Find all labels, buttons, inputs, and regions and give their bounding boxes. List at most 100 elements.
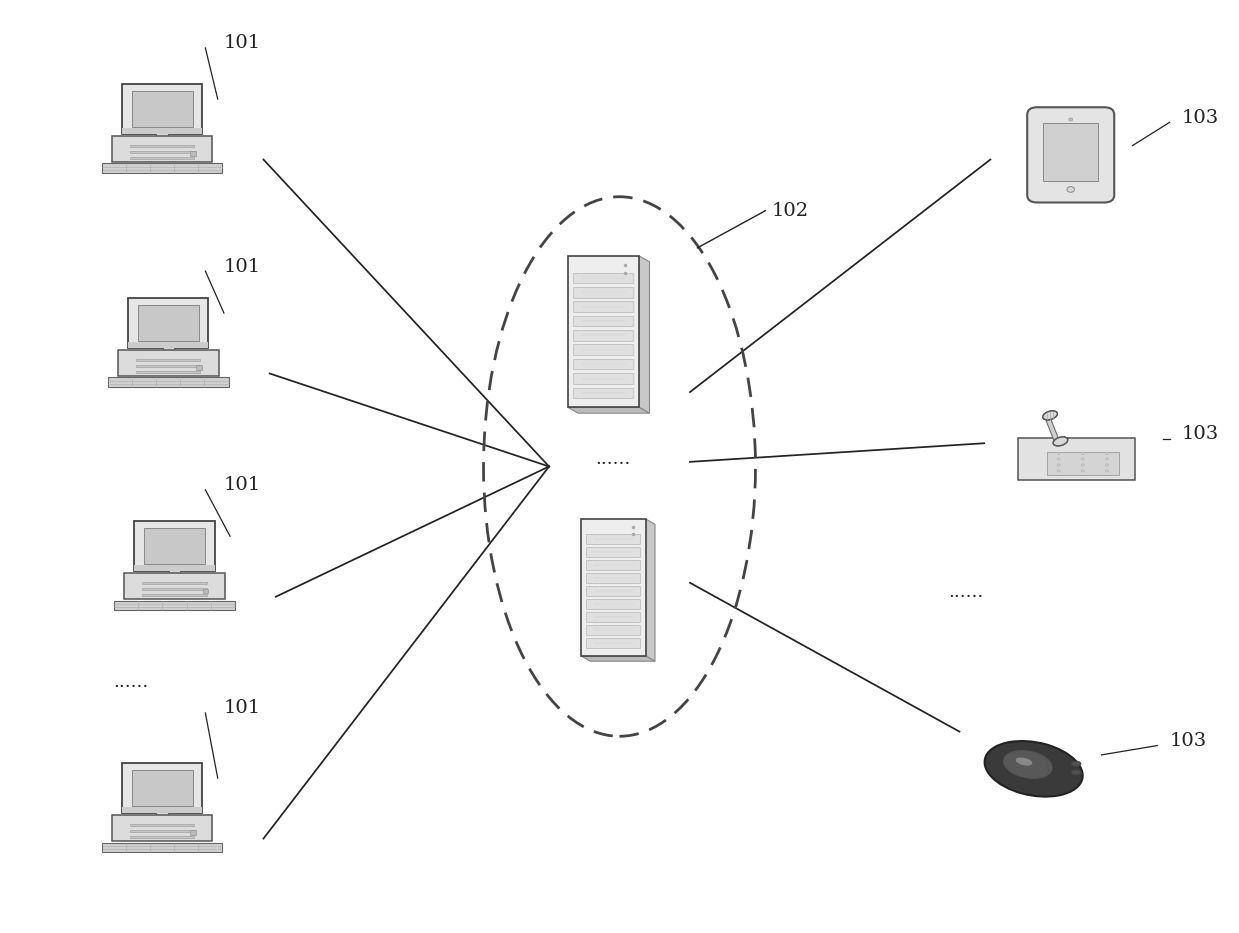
Bar bbox=[586, 612, 641, 621]
Bar bbox=[118, 350, 218, 376]
Circle shape bbox=[1057, 452, 1061, 454]
Ellipse shape bbox=[1016, 758, 1032, 766]
Bar bbox=[574, 272, 633, 284]
Polygon shape bbox=[581, 656, 655, 661]
Bar bbox=[169, 570, 180, 574]
Circle shape bbox=[1067, 187, 1074, 192]
Bar bbox=[138, 305, 198, 341]
Bar bbox=[156, 812, 167, 815]
Ellipse shape bbox=[1004, 751, 1052, 778]
Text: 102: 102 bbox=[772, 202, 809, 219]
Bar bbox=[586, 625, 641, 634]
Text: ......: ...... bbox=[948, 583, 984, 601]
Polygon shape bbox=[646, 519, 655, 661]
Bar bbox=[130, 830, 195, 832]
Bar bbox=[574, 373, 633, 383]
Bar bbox=[586, 638, 641, 648]
Bar bbox=[574, 301, 633, 312]
Text: 103: 103 bbox=[1182, 425, 1219, 443]
Bar bbox=[581, 519, 646, 656]
Circle shape bbox=[1105, 458, 1109, 460]
Bar bbox=[121, 763, 202, 813]
Circle shape bbox=[1105, 469, 1109, 472]
Bar bbox=[121, 84, 202, 133]
Bar bbox=[586, 573, 641, 582]
Bar bbox=[130, 836, 195, 839]
Circle shape bbox=[1057, 469, 1061, 472]
Bar bbox=[134, 522, 214, 571]
FancyBboxPatch shape bbox=[1027, 107, 1114, 202]
Bar bbox=[574, 359, 633, 369]
Bar bbox=[131, 771, 192, 806]
Bar bbox=[124, 574, 224, 599]
Bar bbox=[574, 344, 633, 355]
Ellipse shape bbox=[1043, 411, 1057, 420]
Bar bbox=[128, 299, 208, 348]
Bar bbox=[102, 163, 222, 174]
Bar bbox=[114, 601, 234, 610]
Bar bbox=[136, 359, 201, 361]
Bar bbox=[144, 528, 204, 564]
Bar bbox=[586, 586, 641, 595]
Circle shape bbox=[1082, 469, 1084, 472]
Text: 101: 101 bbox=[224, 35, 261, 52]
Bar bbox=[586, 547, 641, 557]
Circle shape bbox=[1105, 452, 1109, 454]
Text: 101: 101 bbox=[224, 700, 261, 717]
Polygon shape bbox=[567, 408, 649, 413]
Bar bbox=[142, 594, 207, 596]
Ellipse shape bbox=[1043, 411, 1057, 420]
Bar bbox=[162, 346, 173, 350]
Circle shape bbox=[1082, 452, 1084, 454]
Bar bbox=[574, 330, 633, 341]
Ellipse shape bbox=[1053, 437, 1068, 446]
Bar bbox=[130, 151, 195, 153]
Bar bbox=[134, 565, 214, 571]
Bar bbox=[197, 366, 202, 369]
Text: ......: ...... bbox=[114, 674, 149, 691]
Ellipse shape bbox=[1072, 761, 1080, 766]
Circle shape bbox=[1057, 458, 1061, 460]
Text: 103: 103 bbox=[1182, 108, 1219, 127]
Bar bbox=[136, 365, 201, 368]
Bar bbox=[1047, 452, 1119, 475]
Bar bbox=[1018, 439, 1135, 480]
Ellipse shape bbox=[1053, 437, 1068, 446]
Bar bbox=[130, 145, 195, 147]
Bar bbox=[131, 91, 192, 127]
Bar bbox=[121, 128, 202, 133]
Bar bbox=[128, 341, 208, 348]
Bar bbox=[1043, 123, 1098, 181]
Circle shape bbox=[1069, 118, 1073, 121]
Bar bbox=[112, 136, 212, 161]
Bar bbox=[203, 589, 208, 592]
Circle shape bbox=[1105, 464, 1109, 466]
Polygon shape bbox=[639, 256, 649, 413]
Ellipse shape bbox=[985, 741, 1083, 797]
Bar bbox=[574, 387, 633, 398]
Circle shape bbox=[1082, 464, 1084, 466]
Bar bbox=[191, 830, 196, 835]
Bar bbox=[586, 534, 641, 544]
Bar bbox=[574, 287, 633, 298]
Ellipse shape bbox=[1072, 770, 1080, 775]
Bar bbox=[142, 588, 207, 591]
Bar bbox=[586, 560, 641, 570]
Bar bbox=[136, 371, 201, 373]
Bar bbox=[574, 315, 633, 327]
Bar bbox=[567, 256, 639, 408]
Bar bbox=[142, 582, 207, 584]
Bar bbox=[191, 151, 196, 156]
Bar bbox=[112, 815, 212, 841]
Bar bbox=[156, 132, 167, 136]
Circle shape bbox=[1057, 464, 1061, 466]
Bar bbox=[130, 157, 195, 160]
Text: 103: 103 bbox=[1170, 731, 1207, 750]
Bar bbox=[130, 824, 195, 827]
Bar bbox=[121, 807, 202, 813]
Circle shape bbox=[1082, 458, 1084, 460]
Text: ......: ...... bbox=[596, 450, 631, 468]
Bar bbox=[108, 378, 228, 387]
Bar bbox=[102, 842, 222, 852]
Text: 101: 101 bbox=[224, 258, 261, 275]
